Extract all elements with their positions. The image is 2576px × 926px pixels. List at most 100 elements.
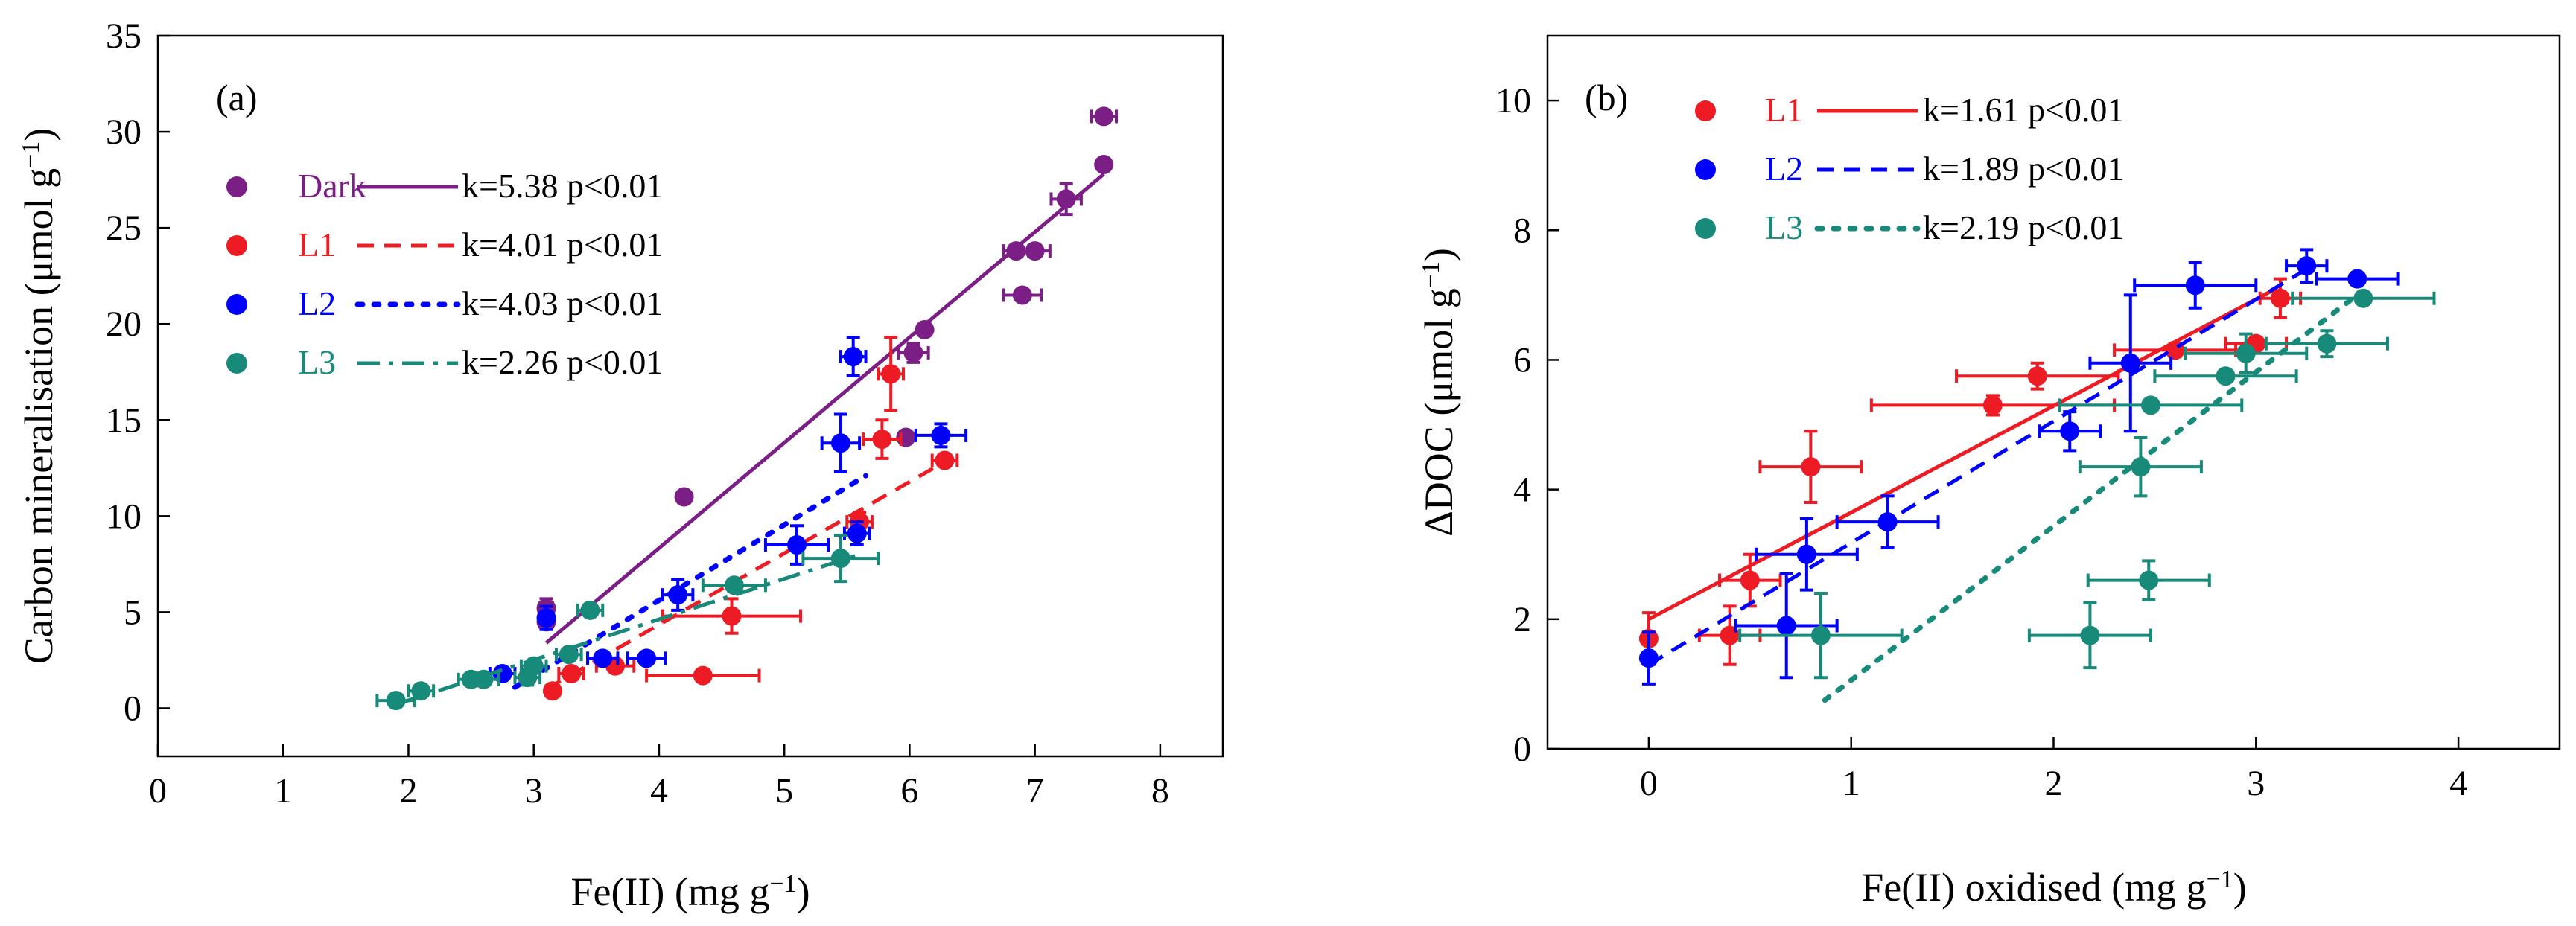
panel-a-x-tick-label: 8: [1151, 771, 1169, 811]
legend-fit-label: k=5.38 p<0.01: [462, 167, 663, 205]
panel-b-legend-entry-l2: L2 k=1.89 p<0.01: [1695, 150, 2124, 188]
legend-fit-label: k=1.61 p<0.01: [1923, 91, 2124, 129]
data-point-marker: [843, 347, 863, 367]
panel-a-l2-point: [820, 412, 862, 473]
panel-a-dark-point: [897, 342, 930, 364]
data-point-marker: [2120, 353, 2140, 373]
data-point-marker: [1094, 154, 1114, 174]
data-point-marker: [386, 691, 406, 711]
legend-series-name: L1: [1765, 91, 1803, 129]
legend-series-name: Dark: [298, 167, 366, 205]
legend-marker: [1695, 100, 1716, 121]
panel-a-l3-point: [801, 534, 880, 584]
panel-a-y-tick-label: 10: [106, 496, 141, 536]
panel-b-axis-ticks: 0 1 2 3 4 0 2 4 6 8 10: [1495, 81, 2467, 803]
panel-a-l1-point: [877, 336, 905, 412]
data-point-marker: [536, 608, 556, 628]
data-point-marker: [1801, 457, 1821, 477]
panel-b-y-tick-label: 2: [1513, 600, 1531, 639]
legend-fit-label: k=2.19 p<0.01: [1923, 208, 2124, 246]
data-point-marker: [847, 523, 867, 543]
panel-b-l2-fit-line: [1647, 267, 2308, 666]
data-point-marker: [674, 487, 694, 507]
data-point-marker: [1810, 625, 1831, 645]
panel-b-x-tick-label: 0: [1640, 764, 1658, 803]
data-point-marker: [1740, 570, 1760, 590]
data-point-marker: [580, 600, 600, 620]
data-point-marker: [2216, 366, 2236, 386]
data-point-marker: [881, 364, 901, 384]
panel-a-legend: Dark k=5.38 p<0.01 L1 k=4.01 p<0.01 L2 k=4.03…: [226, 167, 663, 381]
data-point-marker: [1982, 395, 2003, 415]
data-point-marker: [1796, 544, 1816, 564]
panel-a-l1-point: [661, 597, 803, 635]
legend-marker: [226, 353, 247, 374]
panel-b-l1-fit-line: [1647, 287, 2277, 622]
panel-a-x-tick-label: 6: [900, 771, 918, 811]
panel-a-dark-point: [915, 319, 935, 339]
legend-series-name: L3: [1765, 208, 1803, 246]
legend-marker: [226, 176, 247, 197]
panel-b-l3-point: [2027, 601, 2152, 670]
panel-b-legend-entry-l3: L3 k=2.19 p<0.01: [1695, 208, 2124, 246]
data-point-marker: [787, 535, 807, 555]
legend-marker: [1695, 218, 1716, 239]
legend-series-name: L2: [1765, 150, 1803, 188]
panel-a-l3-point: [407, 681, 436, 701]
panel-a-plot-frame: [156, 34, 1224, 758]
data-point-marker: [2317, 333, 2337, 354]
panel-a-l3-fit-line: [395, 552, 860, 706]
panel-b-series-l3: [1738, 288, 2436, 703]
data-point-marker: [2185, 275, 2205, 296]
panel-a-x-axis-label: Fe(II) (mg g−1): [570, 869, 810, 914]
panel-a-label: (a): [216, 77, 258, 118]
panel-b-plot-data: [1638, 248, 2436, 703]
data-point-marker: [2080, 625, 2100, 645]
panel-a-x-tick-label: 3: [525, 771, 543, 811]
panel-b-series-l1: [1638, 277, 2303, 666]
panel-a-x-tick-label: 7: [1026, 771, 1044, 811]
panel-a: 0 1 2 3 4 5 6 7 8 0 5 10 15 20 25 30 35 (a) Fe(II) (mg g…: [16, 16, 1224, 914]
panel-b-l2-point: [2088, 293, 2173, 433]
data-point-marker: [830, 549, 850, 569]
panel-b-y-tick-label: 6: [1513, 340, 1531, 380]
data-point-marker: [2270, 288, 2290, 308]
panel-a-l1-fit-line: [545, 459, 949, 691]
panel-b-x-tick-label: 1: [1842, 764, 1860, 803]
legend-marker: [226, 294, 247, 315]
panel-b-l3-point: [2078, 435, 2203, 498]
panel-b-x-tick-label: 2: [2045, 764, 2063, 803]
panel-a-y-tick-label: 15: [106, 400, 141, 440]
data-point-marker: [903, 342, 923, 363]
panel-b-l3-point: [2086, 559, 2211, 601]
data-point-marker: [722, 606, 742, 626]
panel-b-l3-point: [2184, 332, 2309, 374]
panel-b-l2-point: [2133, 261, 2258, 310]
data-point-marker: [830, 433, 850, 453]
panel-a-l2-point: [626, 648, 667, 668]
panel-a-dark-point: [1090, 106, 1118, 127]
panel-a-y-tick-label: 5: [124, 593, 141, 632]
panel-a-legend-entry-l2: L2 k=4.03 p<0.01: [226, 284, 663, 322]
panel-a-y-tick-label: 0: [124, 689, 141, 728]
panel-b-l1-point: [1718, 552, 1782, 608]
data-point-marker: [1776, 616, 1796, 636]
panel-b-l3-point: [2264, 329, 2389, 359]
panel-a-y-tick-label: 35: [106, 16, 141, 56]
legend-marker: [1695, 159, 1716, 180]
data-point-marker: [896, 427, 916, 447]
panel-a-l3-point: [576, 600, 605, 620]
panel-a-l2-point: [842, 520, 871, 547]
data-point-marker: [2060, 421, 2080, 441]
panel-a-dark-fit-line: [544, 172, 1105, 645]
data-point-marker: [2140, 395, 2160, 415]
data-point-marker: [2027, 366, 2047, 386]
data-point-marker: [411, 681, 431, 701]
legend-fit-label: k=4.01 p<0.01: [462, 226, 663, 264]
panel-b-l3-point: [2291, 288, 2436, 308]
panel-a-dark-point: [1094, 154, 1114, 174]
panel-b-l3-point: [2153, 366, 2298, 386]
panel-a-plot-data: [375, 106, 1118, 711]
panel-b-l2-point: [1754, 517, 1859, 592]
panel-b-series-l2: [1638, 248, 2400, 686]
